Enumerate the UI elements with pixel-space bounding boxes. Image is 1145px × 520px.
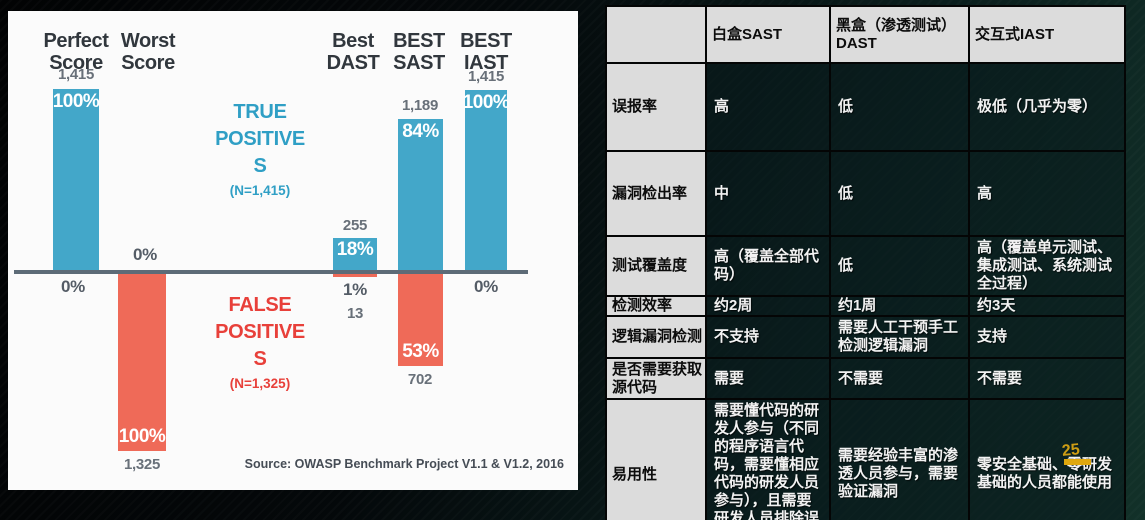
best-dast-count: 255 — [342, 217, 368, 234]
perfect-score-count: 1,415 — [57, 66, 95, 83]
best-iast-fp-pct: 0% — [474, 277, 498, 296]
owasp-benchmark-chart: Perfect Score Worst Score Best DAST BEST… — [8, 11, 578, 490]
worst-score-count: 1,325 — [123, 456, 161, 473]
table-cell: 极低（几乎为零） — [968, 62, 1126, 152]
yellow-annotation-underline — [1064, 459, 1091, 465]
perfect-score-fp-pct: 0% — [61, 277, 85, 296]
header-blackbox-dast: 黑盒（渗透测试）DAST — [829, 5, 970, 64]
x-axis-line — [14, 270, 528, 274]
row-label: 漏洞检出率 — [605, 150, 707, 237]
row-label: 易用性 — [605, 398, 707, 520]
chart-source-credit: Source: OWASP Benchmark Project V1.1 & V… — [244, 457, 564, 471]
best-iast-tp-bar: 100% — [462, 90, 510, 270]
table-cell: 高（覆盖全部代码） — [705, 235, 831, 297]
table-cell: 低 — [829, 150, 970, 237]
true-positives-annotation: TRUE POSITIVE S (N=1,415) — [215, 101, 305, 198]
header-empty-cell — [605, 5, 707, 64]
table-row: 检测效率 约2周 约1周 约3天 — [605, 295, 1126, 317]
category-label-worst-score: Worst Score — [120, 30, 176, 75]
perfect-score-tp-bar: 100% — [52, 89, 100, 270]
best-iast-count: 1,415 — [467, 68, 505, 85]
table-row: 误报率 高 低 极低（几乎为零） — [605, 62, 1126, 152]
best-dast-tp-pct: 18% — [336, 239, 374, 260]
table-cell: 约2周 — [705, 295, 831, 317]
worst-score-fp-pct: 100% — [118, 426, 166, 447]
best-dast-fp-count: 13 — [346, 305, 364, 322]
best-sast-tp-bar: 84% — [398, 119, 443, 270]
row-label: 误报率 — [605, 62, 707, 152]
category-label-best-iast: BEST IAST — [460, 30, 512, 75]
table-cell: 约3天 — [968, 295, 1126, 317]
best-sast-fp-count: 702 — [407, 371, 433, 388]
table-cell: 需要经验丰富的渗透人员参与，需要验证漏洞 — [829, 398, 970, 520]
table-cell: 低 — [829, 62, 970, 152]
table-row: 是否需要获取源代码 需要 不需要 不需要 — [605, 356, 1126, 401]
table-cell: 高 — [705, 62, 831, 152]
header-interactive-iast: 交互式IAST — [968, 5, 1126, 64]
table-row: 测试覆盖度 高（覆盖全部代码） 低 高（覆盖单元测试、集成测试、系统测试全过程） — [605, 235, 1126, 297]
table-cell: 零安全基础、零研发基础的人员都能使用 — [968, 398, 1126, 520]
table-row: 易用性 需要懂代码的研发人参与（不同的程序语言代码，需要懂相应代码的研发人员参与… — [605, 398, 1126, 520]
table-cell: 高 — [968, 150, 1126, 237]
header-whitebox-sast: 白盒SAST — [705, 5, 831, 64]
category-label-best-sast: BEST SAST — [393, 30, 445, 75]
table-cell: 不需要 — [829, 356, 970, 401]
row-label: 逻辑漏洞检测 — [605, 315, 707, 359]
worst-score-fp-bar: 100% — [118, 274, 166, 451]
yellow-annotation-scribble: 25 — [1061, 441, 1081, 460]
row-label: 检测效率 — [605, 295, 707, 317]
table-row: 漏洞检出率 中 低 高 — [605, 150, 1126, 237]
table-header-row: 白盒SAST 黑盒（渗透测试）DAST 交互式IAST — [605, 5, 1126, 64]
row-label: 是否需要获取源代码 — [605, 356, 707, 401]
table-cell: 支持 — [968, 315, 1126, 359]
best-sast-fp-pct: 53% — [402, 341, 439, 362]
table-cell: 高（覆盖单元测试、集成测试、系统测试全过程） — [968, 235, 1126, 297]
category-label-best-dast: Best DAST — [326, 30, 380, 75]
worst-score-tp-pct: 0% — [133, 245, 157, 264]
table-cell: 不支持 — [705, 315, 831, 359]
category-label-perfect-score: Perfect Score — [43, 30, 109, 75]
table-cell: 需要 — [705, 356, 831, 401]
best-sast-tp-pct: 84% — [402, 121, 439, 142]
best-iast-tp-pct: 100% — [462, 92, 510, 113]
best-sast-count: 1,189 — [401, 97, 439, 114]
best-dast-fp-pct: 1% — [343, 280, 367, 299]
table-cell: 不需要 — [968, 356, 1126, 401]
table-cell: 低 — [829, 235, 970, 297]
best-sast-fp-bar: 53% — [398, 274, 443, 366]
table-cell: 需要人工干预手工检测逻辑漏洞 — [829, 315, 970, 359]
table-cell: 约1周 — [829, 295, 970, 317]
perfect-score-tp-pct: 100% — [52, 91, 100, 112]
best-dast-tp-bar: 18% — [333, 238, 377, 270]
table-cell: 需要懂代码的研发人参与（不同的程序语言代码，需要懂相应代码的研发人员参与），且需… — [705, 398, 831, 520]
table-cell: 中 — [705, 150, 831, 237]
sast-dast-iast-comparison-table: 白盒SAST 黑盒（渗透测试）DAST 交互式IAST 误报率 高 低 极低（几… — [605, 5, 1126, 520]
table-row: 逻辑漏洞检测 不支持 需要人工干预手工检测逻辑漏洞 支持 — [605, 315, 1126, 359]
best-dast-fp-bar — [333, 274, 377, 277]
false-positives-annotation: FALSE POSITIVE S (N=1,325) — [215, 294, 305, 391]
row-label: 测试覆盖度 — [605, 235, 707, 297]
